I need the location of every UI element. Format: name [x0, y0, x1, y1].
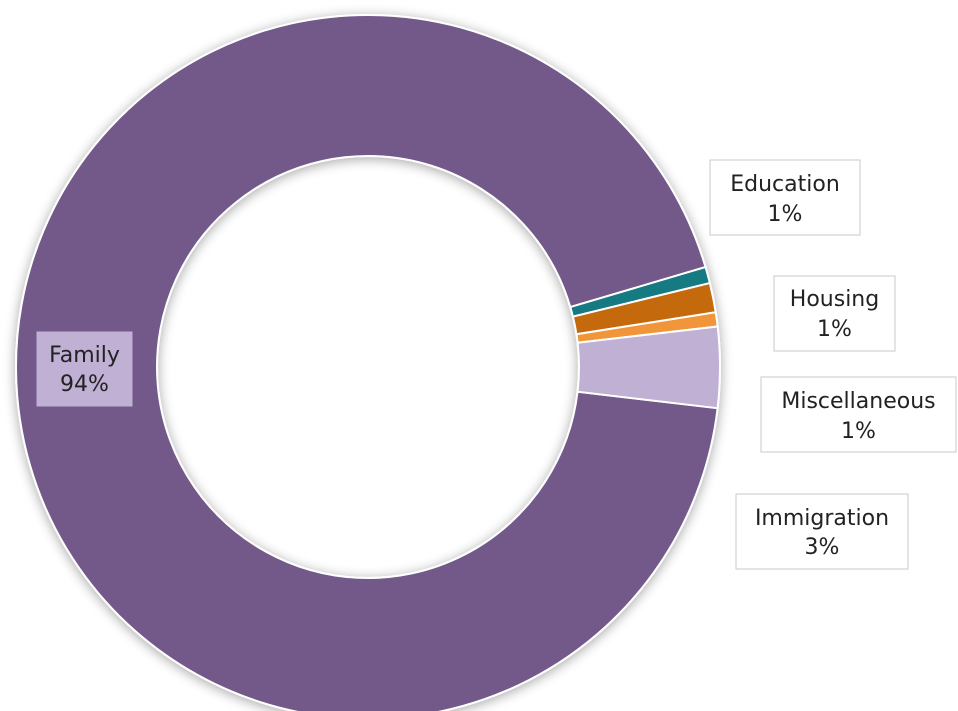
label-family-pct: 94%	[60, 372, 109, 397]
label-housing-name: Housing	[790, 287, 879, 312]
slice-family	[15, 14, 719, 711]
label-family: Family 94%	[36, 331, 133, 407]
label-housing-box	[773, 275, 896, 352]
label-education-box	[709, 159, 861, 236]
label-family-name: Family	[49, 343, 120, 368]
label-miscellaneous-pct: 1%	[841, 419, 876, 444]
label-housing-pct: 1%	[817, 317, 852, 342]
label-education-name: Education	[730, 172, 840, 197]
label-immigration-pct: 3%	[805, 535, 840, 560]
label-miscellaneous-box	[760, 376, 957, 453]
label-family-box	[36, 331, 133, 407]
label-education: Education 1%	[709, 159, 861, 236]
label-miscellaneous-name: Miscellaneous	[781, 389, 935, 414]
label-housing: Housing 1%	[773, 275, 896, 352]
label-immigration-name: Immigration	[755, 506, 889, 531]
label-miscellaneous: Miscellaneous 1%	[760, 376, 957, 453]
label-immigration-box	[735, 493, 909, 570]
slices-group	[15, 14, 721, 711]
label-immigration: Immigration 3%	[735, 493, 909, 570]
slice-immigration	[576, 325, 721, 410]
label-education-pct: 1%	[768, 202, 803, 227]
